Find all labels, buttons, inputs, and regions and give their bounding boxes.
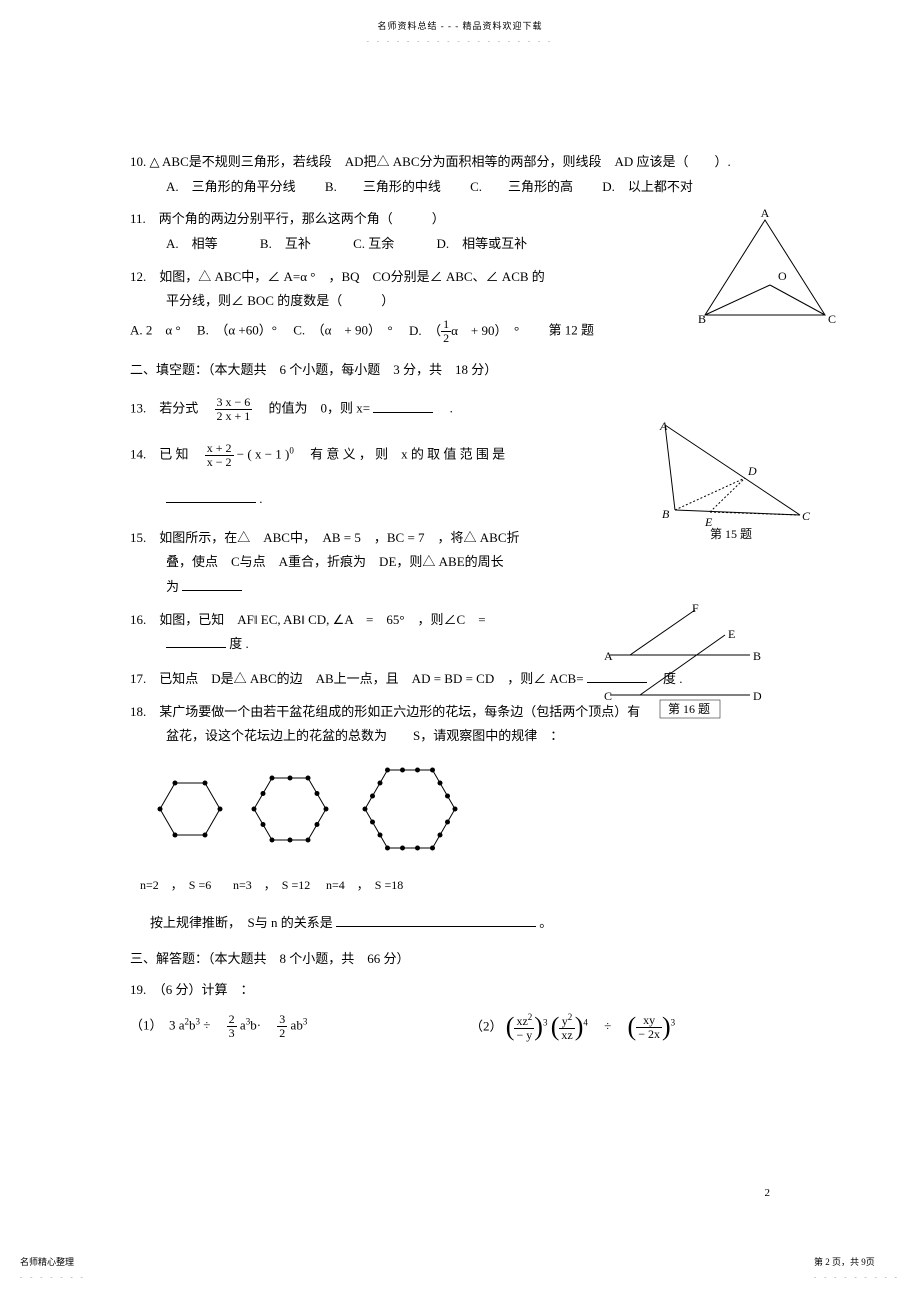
q14-blank [166, 490, 256, 503]
section-2-title: 二、填空题：（本大题共 6 个小题，每小题 3 分，共 18 分） [130, 358, 810, 383]
q11-opt-a: A. 相等 [166, 236, 218, 251]
q10-opt-d: D. 以上都不对 [602, 179, 693, 194]
q12-caption: 第 12 题 [548, 323, 594, 338]
figure-q15: A B C D E 第 15 题 [650, 420, 820, 549]
q10-options: A. 三角形的角平分线 B. 三角形的中线 C. 三角形的高 D. 以上都不对 [130, 175, 810, 200]
svg-text:D: D [753, 689, 762, 703]
svg-text:E: E [728, 627, 735, 641]
q11-opt-d: D. 相等或互补 [437, 236, 528, 251]
figure-q16: F E A B C D 第 16 题 [600, 600, 790, 739]
q19-part1: （1） 3 a2b3 ÷ 23 a3b· 32 ab3 [130, 1013, 470, 1042]
header-top: 名师资料总结 - - - 精品资料欢迎下载 [0, 0, 920, 35]
q18-blank [336, 914, 536, 927]
svg-text:O: O [778, 269, 787, 283]
q16-blank [166, 635, 226, 648]
q12-opt-d: D. （12α + 90） ° [409, 323, 522, 338]
question-19: 19. （6 分）计算 ： （1） 3 a2b3 ÷ 23 a3b· 32 ab… [130, 978, 810, 1042]
footer-left: 名师精心整理 - - - - - - - [20, 1254, 86, 1284]
q10-opt-a: A. 三角形的角平分线 [166, 179, 296, 194]
svg-text:第 16 题: 第 16 题 [668, 702, 710, 716]
triangle-12-svg: A B C O [690, 205, 840, 345]
q12-opt-c: C. （α + 90） ° [293, 323, 393, 338]
q11-opt-b: B. 互补 [260, 236, 311, 251]
question-16: 16. 如图，已知 AF‖ EC, AB‖ CD, ∠A = 65° ，则∠C … [130, 608, 550, 657]
content-area: 10. △ ABC是不规则三角形，若线段 AD把△ ABC分为面积相等的两部分，… [130, 150, 810, 1050]
svg-text:A: A [761, 206, 770, 220]
q19-part2: （2） ( xz2− y ) 3 ( y2xz ) 4 ÷ ( xy− 2x )… [470, 1013, 810, 1042]
svg-text:C: C [828, 312, 836, 326]
page-number: 2 [765, 1183, 771, 1204]
svg-text:D: D [747, 464, 757, 478]
question-15: 15. 如图所示，在△ ABC中， AB = 5 ，BC = 7 ，将△ ABC… [130, 526, 530, 600]
hexagons-svg [150, 759, 490, 859]
svg-text:C: C [604, 689, 612, 703]
q15-blank [182, 578, 242, 591]
svg-text:A: A [659, 420, 668, 433]
q12-opt-b: B. （α +60）° [197, 323, 277, 338]
svg-text:B: B [698, 312, 706, 326]
svg-text:第 15 题: 第 15 题 [710, 527, 752, 540]
q10-opt-b: B. 三角形的中线 [325, 179, 441, 194]
hex-labels: n=2 ， S =6 n=3 ， S =12 n=4 ， S =18 [140, 874, 810, 897]
hexagon-figures [150, 759, 810, 868]
svg-text:B: B [662, 507, 670, 521]
q11-opt-c: C. 互余 [353, 236, 394, 251]
parallel-16-svg: F E A B C D 第 16 题 [600, 600, 790, 730]
svg-text:C: C [802, 509, 811, 523]
svg-text:F: F [692, 601, 699, 615]
q12-opt-a: A. 2 α ° [130, 323, 181, 338]
q10-opt-c: C. 三角形的高 [470, 179, 573, 194]
svg-text:B: B [753, 649, 761, 663]
footer-right: 第 2 页，共 9页 - - - - - - - - - [814, 1254, 900, 1284]
header-dots: - - - - - - - - - - - - - - - - - - - [0, 35, 920, 48]
q13-blank [373, 400, 433, 413]
figure-q12: A B C O [690, 205, 840, 354]
svg-text:A: A [604, 649, 613, 663]
triangle-15-svg: A B C D E 第 15 题 [650, 420, 820, 540]
question-10: 10. △ ABC是不规则三角形，若线段 AD把△ ABC分为面积相等的两部分，… [130, 150, 810, 199]
q10-text: 10. △ ABC是不规则三角形，若线段 AD把△ ABC分为面积相等的两部分，… [130, 150, 810, 175]
section-3-title: 三、解答题：（本大题共 8 个小题，共 66 分） [130, 947, 810, 972]
